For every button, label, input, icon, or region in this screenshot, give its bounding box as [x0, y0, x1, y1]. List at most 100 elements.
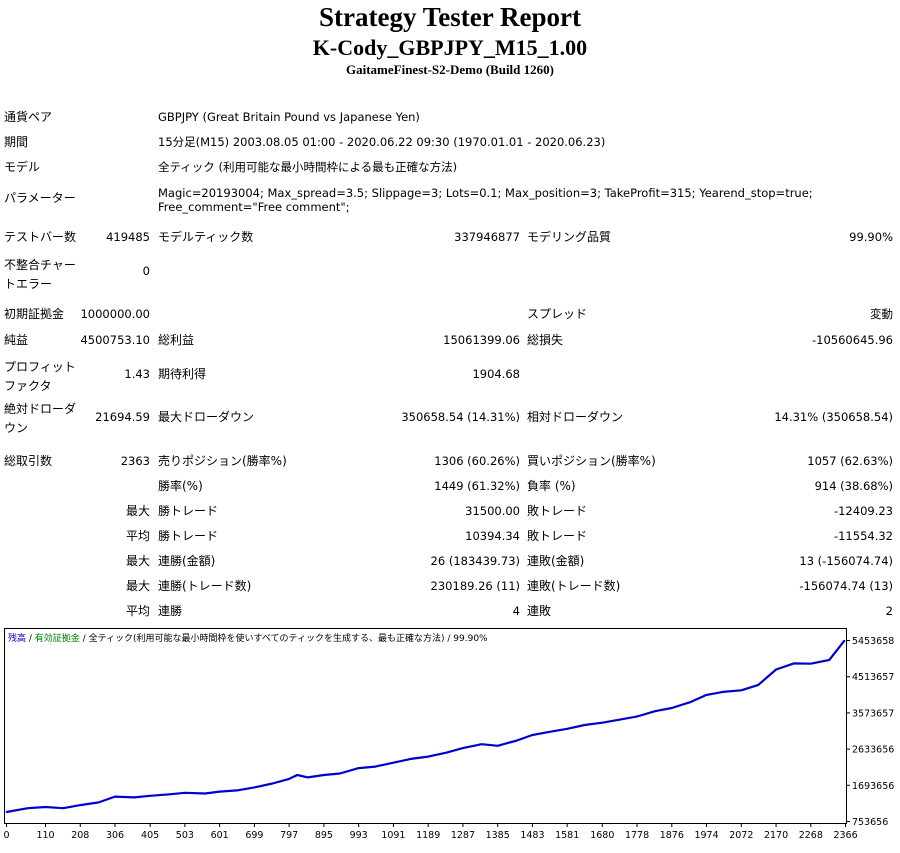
- balance-point: [26, 807, 29, 809]
- spread-value: 変動: [870, 307, 893, 321]
- balance-point: [5, 811, 8, 813]
- balance-point: [392, 761, 395, 764]
- total-trades-value: 2363: [120, 454, 150, 468]
- x-tick-label: 2072: [729, 830, 753, 841]
- balance-point: [601, 721, 604, 724]
- balance-chart-svg: 残高 / 有効証拠金 / 全ティック(利用可能な最小時間枠を使いすべてのティック…: [3, 628, 894, 841]
- ticks-value: 337946877: [454, 230, 520, 244]
- balance-point: [296, 774, 299, 776]
- max-consec-losses-label: 連敗(金額): [527, 554, 585, 568]
- balance-point: [445, 751, 448, 754]
- x-tick-label: 1778: [625, 830, 649, 841]
- quality-value: 99.90%: [849, 230, 893, 244]
- x-tick-label: 1189: [416, 830, 440, 841]
- balance-point: [357, 767, 360, 769]
- balance-point: [775, 668, 777, 671]
- legend-equity: 有効証拠金: [35, 632, 80, 644]
- x-tick-label: 110: [36, 830, 54, 841]
- max-drawdown-label: 最大ドローダウン: [158, 410, 255, 424]
- balance-point: [409, 758, 412, 760]
- max-consec-loss-label: 連敗(トレード数): [527, 579, 621, 593]
- x-tick-label: 993: [350, 830, 368, 841]
- symbol-label: 通貨ペア: [4, 110, 53, 124]
- balance-point: [828, 659, 831, 661]
- server-name: GaitameFinest-S2-Demo (Build 1260): [346, 62, 554, 77]
- x-tick-label: 503: [176, 830, 194, 841]
- win-rate-value: 1449 (61.32%): [434, 479, 520, 493]
- short-positions-label: 売りポジション(勝率%): [158, 454, 287, 468]
- avg-loss-value: -11554.32: [833, 529, 893, 543]
- balance-point: [496, 744, 499, 747]
- gross-loss-label: 総損失: [527, 333, 564, 347]
- balance-point: [204, 792, 206, 795]
- model-value: 全ティック (利用可能な最小時間枠による最も正確な方法): [158, 160, 458, 174]
- params-label: パラメーター: [4, 191, 76, 205]
- legend-sep-1: /: [26, 634, 35, 644]
- balance-point: [670, 707, 673, 709]
- chart-legend: 残高 / 有効証拠金 / 全ティック(利用可能な最小時間枠を使いすべてのティック…: [8, 632, 488, 644]
- balance-point: [690, 701, 692, 703]
- win-rate-label: 勝率(%): [158, 479, 203, 493]
- balance-chart: 残高 / 有効証拠金 / 全ティック(利用可能な最小時間枠を使いすべてのティック…: [3, 628, 896, 849]
- rel-drawdown-value: 14.31% (350658.54): [774, 410, 893, 424]
- max-label: 最大: [125, 554, 150, 568]
- x-tick-label: 1385: [486, 830, 510, 841]
- balance-point: [722, 691, 724, 693]
- largest-loss-value: -12409.23: [833, 504, 893, 518]
- gross-loss-value: -10560645.96: [812, 333, 893, 347]
- deposit-label: 初期証拠金: [4, 307, 65, 321]
- profit-factor-value: 1.43: [124, 367, 150, 381]
- balance-point: [427, 755, 429, 758]
- max-consec-loss-value: -156074.74 (13): [799, 579, 893, 593]
- balance-point: [253, 786, 256, 789]
- x-tick-label: 1483: [520, 830, 544, 841]
- balance-point: [168, 793, 171, 796]
- x-tick-label: 1287: [451, 830, 475, 841]
- max-consec-profit-label: 連勝(トレード数): [158, 579, 252, 593]
- balance-point: [548, 731, 550, 733]
- y-tick-label: 4513657: [852, 672, 894, 683]
- avg-win-label: 勝トレード: [158, 529, 219, 543]
- max-drawdown-value: 350658.54 (14.31%): [401, 410, 520, 424]
- max2-label: 最大: [125, 579, 150, 593]
- balance-point: [583, 724, 586, 726]
- legend-sep-2: /: [80, 634, 89, 644]
- average-label: 平均: [125, 529, 150, 543]
- avg-consec-wins-label: 連勝: [158, 604, 183, 618]
- x-tick-label: 1680: [590, 830, 614, 841]
- avg-win-value: 10394.34: [465, 529, 520, 543]
- x-tick-label: 405: [141, 830, 159, 841]
- bars-value: 419485: [106, 230, 150, 244]
- balance-point: [79, 804, 82, 806]
- series-balance-line: [6, 639, 846, 814]
- model-label: モデル: [4, 160, 41, 174]
- loss-rate-label: 負率 (%): [527, 479, 576, 493]
- spread-label: スプレッド: [527, 307, 588, 321]
- abs-drawdown-value: 21694.59: [95, 410, 150, 424]
- balance-point: [307, 776, 309, 779]
- avg2-label: 平均: [125, 604, 150, 618]
- balance-point: [339, 772, 341, 775]
- y-tick-label: 2633656: [852, 745, 894, 756]
- x-tick-label: 0: [4, 830, 10, 841]
- balance-point: [374, 765, 377, 768]
- short-positions-value: 1306 (60.26%): [434, 454, 520, 468]
- period-label: 期間: [4, 135, 29, 149]
- balance-point: [133, 796, 135, 799]
- legend-quality: 99.90%: [453, 634, 488, 644]
- balance-point: [218, 790, 221, 793]
- balance-point: [184, 791, 186, 794]
- x-tick-label: 1581: [555, 830, 579, 841]
- x-tick-label: 895: [315, 830, 333, 841]
- bars-label: テストバー数: [4, 230, 77, 244]
- report-subtitle: K-Cody_GBPJPY_M15_1.00: [312, 35, 588, 60]
- balance-point: [480, 743, 483, 746]
- balance-point: [654, 710, 657, 712]
- legend-model: 全ティック(利用可能な最小時間枠を使いすべてのティックを生成する、最も正確な方法…: [89, 632, 445, 644]
- y-tick-label: 3573657: [852, 708, 894, 719]
- params-value: Magic=20193004; Max_spread=3.5; Slippage…: [158, 186, 813, 214]
- net-value: 4500753.10: [80, 333, 150, 347]
- long-positions-label: 買いポジション(勝率%): [527, 454, 656, 468]
- max-consec-losses-value: 13 (-156074.74): [799, 554, 893, 568]
- balance-point: [62, 807, 65, 809]
